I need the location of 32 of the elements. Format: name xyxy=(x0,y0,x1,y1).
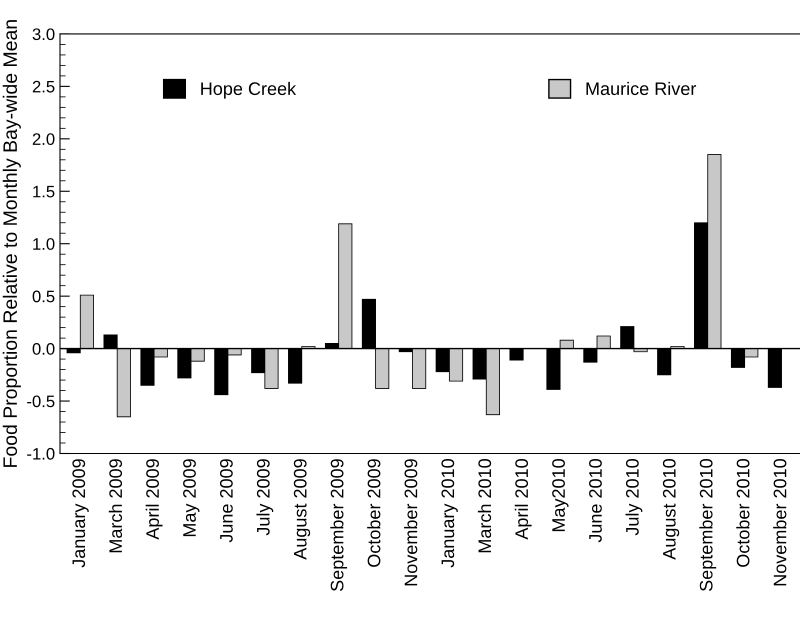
x-tick-label: June 2010 xyxy=(589,459,602,542)
x-tick-label: April 2009 xyxy=(146,459,163,540)
y-tick-label: 3.0 xyxy=(32,28,54,40)
x-tick-label: January 2009 xyxy=(72,459,89,568)
legend-label: Hope Creek xyxy=(201,82,296,99)
x-tick-label: March 2009 xyxy=(108,459,122,552)
x-tick-label: September 2009 xyxy=(330,459,348,592)
x-tick-label: June 2009 xyxy=(220,459,233,542)
x-tick-label: May 2009 xyxy=(183,459,200,536)
x-tick-label: January 2010 xyxy=(441,459,458,568)
x-tick-label: September 2010 xyxy=(699,459,716,592)
y-tick-label: -1.0 xyxy=(27,448,54,460)
y-tick-label: 1.5 xyxy=(33,186,54,198)
y-axis-title: Food Proportion Relative to Monthly Bay-wide Mean xyxy=(2,20,21,467)
y-tick-label: 0.5 xyxy=(32,290,54,302)
legend-label: Maurice River xyxy=(586,82,696,96)
x-tick-label: October 2010 xyxy=(736,459,750,567)
x-tick-label: August 2010 xyxy=(662,459,680,560)
x-tick-label: April 2010 xyxy=(514,459,532,540)
x-tick-label: March 2010 xyxy=(478,459,492,552)
y-tick-label: 2.5 xyxy=(32,80,54,93)
x-tick-label: May2010 xyxy=(552,459,569,532)
x-tick-label: July 2009 xyxy=(256,459,274,536)
y-tick-label: 0.0 xyxy=(32,343,54,355)
y-tick-label: 2.0 xyxy=(32,133,54,146)
x-tick-label: November 2009 xyxy=(404,459,418,586)
x-tick-label: July 2010 xyxy=(626,459,642,536)
x-tick-label: August 2009 xyxy=(294,459,310,560)
y-tick-label: -0.5 xyxy=(27,395,54,408)
x-tick-label: October 2009 xyxy=(367,459,380,567)
y-tick-label: 1.0 xyxy=(33,238,54,250)
x-tick-label: November 2010 xyxy=(773,459,786,586)
